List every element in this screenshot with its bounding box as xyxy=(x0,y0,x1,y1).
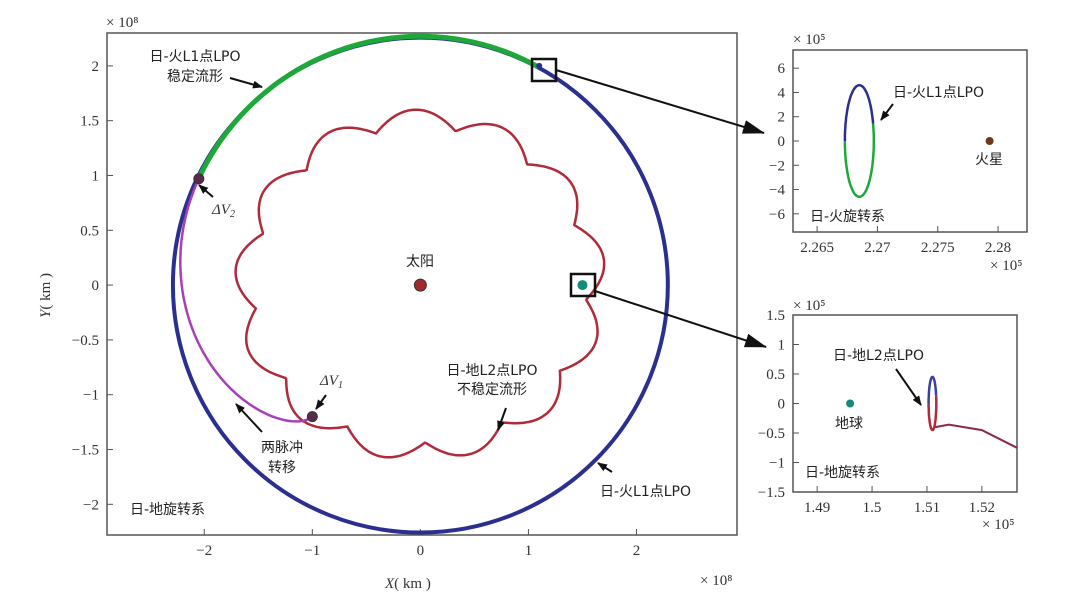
dv1-arrow xyxy=(315,394,327,410)
x-axis-label: X( km ) xyxy=(384,576,431,592)
plot-area xyxy=(846,375,1017,449)
inset-earth-x-multiplier: × 10⁵ xyxy=(982,517,1014,533)
y-multiplier: × 10⁸ xyxy=(106,15,138,31)
mars-manifold-label-1: 日-火L1点LPO xyxy=(149,49,240,65)
sun-label: 太阳 xyxy=(406,254,434,270)
two-impulse-transfer xyxy=(179,178,313,423)
earth-manifold-label-1: 日-地L2点LPO xyxy=(446,363,537,379)
mars-lpo-point xyxy=(536,62,543,69)
earth-manifold-label-2: 不稳定流形 xyxy=(457,382,527,398)
inset-mars-lpo-label: 日-火L1点LPO xyxy=(893,85,984,101)
earth-l2-manifold-tail xyxy=(935,423,1017,449)
x-tick-label: 2 xyxy=(633,543,641,559)
mars-lpo-arrow xyxy=(597,462,613,473)
inset-mars-plot: 2.265 2.27 2.275 2.28 −6 −4 −2 0 2 4 6 xyxy=(769,49,1028,256)
plot-area xyxy=(843,83,994,199)
y-tick-label: 2 xyxy=(92,59,100,75)
y-tick-label: 0 xyxy=(92,278,100,294)
x-tick-label: 0 xyxy=(417,543,425,559)
inset-mars-frame-label: 日-火旋转系 xyxy=(810,209,885,225)
x-tick-label: 2.27 xyxy=(864,240,891,256)
x-tick-label: −2 xyxy=(196,543,212,559)
y-tick-label: 0.5 xyxy=(80,223,99,239)
y-tick-label: −1.5 xyxy=(72,443,99,459)
y-tick-label: −2 xyxy=(769,158,785,174)
x-tick-label: 2.265 xyxy=(800,240,834,256)
sun-marker xyxy=(413,278,427,292)
earth-l2-lpo-orbit-b xyxy=(927,395,938,432)
mars-manifold-arrow xyxy=(229,77,263,89)
connector-arrow-mars xyxy=(555,69,765,134)
x-tick-label: 2.28 xyxy=(985,240,1011,256)
inset-earth-plot: 1.49 1.5 1.51 1.52 −1.5 −1 −0.5 0 0.5 1 1.5 xyxy=(758,308,1018,516)
connector-arrow-earth xyxy=(594,290,767,348)
main-plot: −2 −1 0 1 2 −2 −1.5 −1 −0.5 0 0.5 1 1.5 2 xyxy=(72,32,738,559)
dv2-label: ΔV2 xyxy=(211,202,235,220)
mars-l1-lpo-orbit-a xyxy=(843,83,875,141)
mars-lpo-label: 日-火L1点LPO xyxy=(600,484,691,500)
inset-earth-frame-label: 日-地旋转系 xyxy=(805,465,880,481)
zoom-box-earth xyxy=(569,272,597,298)
earth-lpo-point xyxy=(577,280,588,291)
y-tick-label: −4 xyxy=(769,183,785,199)
impulse-point xyxy=(193,173,205,185)
earth-label: 地球 xyxy=(835,416,863,432)
x-tick-label: 1.49 xyxy=(804,500,830,516)
y-tick-label: −1.5 xyxy=(758,485,785,501)
earth-l2-lpo-orbit-a xyxy=(927,375,938,404)
main-frame-label: 日-地旋转系 xyxy=(130,502,205,518)
y-tick-label: 0 xyxy=(778,134,786,150)
y-tick-label: 1 xyxy=(778,338,786,354)
y-tick-label: 0.5 xyxy=(766,367,785,383)
inset-earth-lpo-label: 日-地L2点LPO xyxy=(833,348,924,364)
y-tick-label: 0 xyxy=(778,397,786,413)
y-axis-label: Y( km ) xyxy=(38,273,54,318)
x-tick-label: −1 xyxy=(304,543,320,559)
earth-manifold-arrow xyxy=(497,407,507,431)
y-tick-label: −0.5 xyxy=(72,333,99,349)
inset-earth-y-multiplier: × 10⁵ xyxy=(793,298,825,314)
plot-area xyxy=(170,33,670,535)
dv1-label: ΔV1 xyxy=(319,373,343,391)
x-tick-label: 2.275 xyxy=(921,240,955,256)
y-tick-label: −1 xyxy=(83,388,99,404)
dv2-arrow xyxy=(198,184,214,198)
inset-mars-y-multiplier: × 10⁵ xyxy=(793,32,825,48)
x-tick-label: 1.52 xyxy=(969,500,995,516)
transfer-arrow xyxy=(235,403,263,433)
x-tick-label: 1 xyxy=(525,543,533,559)
y-tick-label: 2 xyxy=(778,110,786,126)
mars-marker xyxy=(985,137,994,145)
mars-l1-lpo-orbit-b xyxy=(843,123,876,199)
y-tick-label: −1 xyxy=(769,456,785,472)
x-multiplier: × 10⁸ xyxy=(700,573,732,589)
y-tick-label: −0.5 xyxy=(758,426,785,442)
inset-mars-x-multiplier: × 10⁵ xyxy=(990,258,1022,274)
y-tick-label: −2 xyxy=(83,497,99,513)
x-tick-label: 1.51 xyxy=(914,500,940,516)
y-tick-label: 1.5 xyxy=(80,114,99,130)
y-tick-label: 1.5 xyxy=(766,308,785,324)
x-tick-label: 1.5 xyxy=(863,500,882,516)
y-tick-label: 6 xyxy=(778,61,786,77)
inset-mars-lpo-arrow xyxy=(880,103,894,121)
mars-label: 火星 xyxy=(975,152,1003,168)
transfer-label-2: 转移 xyxy=(268,460,296,476)
y-tick-label: −6 xyxy=(769,207,785,223)
transfer-label-1: 两脉冲 xyxy=(261,440,303,456)
earth-marker xyxy=(846,399,855,408)
mars-manifold-label-2: 稳定流形 xyxy=(167,69,223,85)
y-tick-label: 4 xyxy=(778,85,786,101)
inset-earth-lpo-arrow xyxy=(895,368,922,406)
impulse-point xyxy=(306,411,318,423)
mars-l1-stable-manifold xyxy=(196,33,540,180)
plot-frame xyxy=(106,32,738,536)
y-tick-label: 1 xyxy=(92,168,100,184)
